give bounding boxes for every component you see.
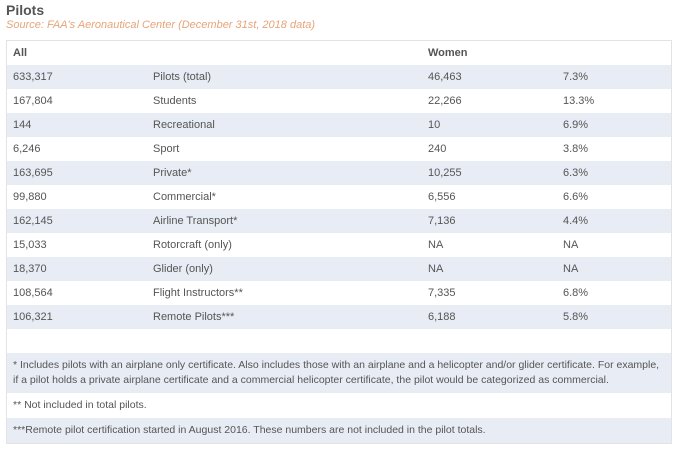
table-row: 106,321 Remote Pilots*** 6,188 5.8%: [6, 305, 672, 329]
category: Glider (only): [147, 257, 422, 281]
category: Remote Pilots***: [147, 305, 422, 329]
table-row: 99,880 Commercial* 6,556 6.6%: [7, 185, 672, 209]
table-row: 6,246 Sport 240 3.8%: [7, 137, 672, 161]
table-row: 18,370 Glider (only) NA NA: [6, 257, 672, 281]
category: Commercial*: [153, 191, 216, 203]
women-count: 6,188: [422, 305, 557, 329]
footnote-row: ** Not included in total pilots.: [7, 393, 672, 418]
category: Students: [153, 95, 197, 107]
footnote-row: * Includes pilots with an airplane only …: [6, 353, 672, 393]
all-count: 99,880: [13, 191, 47, 203]
header-percent: [557, 41, 672, 66]
header-row: All Women: [7, 41, 672, 66]
source-note: Source: FAA's Aeronautical Center (Decem…: [6, 19, 316, 31]
table-row: 108,564 Flight Instructors** 7,335 6.8%: [7, 281, 672, 305]
all-count: 15,033: [13, 239, 47, 251]
all-count: 162,145: [6, 209, 147, 233]
empty-cell: [7, 329, 672, 353]
category: Private*: [147, 161, 422, 185]
women-percent: 7.3%: [557, 65, 672, 89]
all-count: 6,246: [13, 143, 41, 155]
women-percent: 6.8%: [563, 287, 589, 299]
women-count: NA: [422, 257, 557, 281]
table-row: 162,145 Airline Transport* 7,136 4.4%: [6, 209, 672, 233]
footnote-row: ***Remote pilot certification started in…: [6, 418, 672, 444]
all-count: 18,370: [6, 257, 147, 281]
header-category: [147, 41, 422, 66]
women-percent: 3.8%: [563, 143, 589, 155]
women-count: 6,556: [428, 191, 456, 203]
women-percent: 6.6%: [563, 191, 589, 203]
all-count: 108,564: [13, 287, 53, 299]
women-count: 7,136: [422, 209, 557, 233]
spacer-row: [7, 329, 672, 353]
table-row: 163,695 Private* 10,255 6.3%: [6, 161, 672, 185]
all-count: 144: [6, 113, 147, 137]
all-count: 106,321: [6, 305, 147, 329]
women-percent: 4.4%: [557, 209, 672, 233]
table-row: 144 Recreational 10 6.9%: [6, 113, 672, 137]
table-row: 15,033 Rotorcraft (only) NA NA: [7, 233, 672, 257]
category: Pilots (total): [147, 65, 422, 89]
category: Rotorcraft (only): [153, 239, 232, 251]
footnote: ***Remote pilot certification started in…: [6, 418, 672, 444]
women-count: 10: [422, 113, 557, 137]
all-count: 167,804: [13, 95, 53, 107]
women-percent: NA: [563, 239, 579, 251]
category: Flight Instructors**: [153, 287, 243, 299]
women-percent: 6.9%: [557, 113, 672, 137]
women-count: 240: [428, 143, 447, 155]
women-percent: NA: [557, 257, 672, 281]
women-percent: 13.3%: [563, 95, 595, 107]
header-women: Women: [428, 47, 468, 59]
women-count: 7,335: [428, 287, 456, 299]
women-percent: 6.3%: [557, 161, 672, 185]
women-count: NA: [428, 239, 444, 251]
women-count: 46,463: [422, 65, 557, 89]
category: Recreational: [147, 113, 422, 137]
women-percent: 5.8%: [557, 305, 672, 329]
footnote: ** Not included in total pilots.: [13, 399, 147, 411]
category: Airline Transport*: [147, 209, 422, 233]
all-count: 163,695: [6, 161, 147, 185]
table-row: 633,317 Pilots (total) 46,463 7.3%: [6, 65, 672, 89]
page-title: Pilots: [6, 2, 45, 18]
header-all: All: [13, 47, 28, 59]
women-count: 22,266: [428, 95, 462, 107]
women-count: 10,255: [422, 161, 557, 185]
table-row: 167,804 Students 22,266 13.3%: [7, 89, 672, 113]
footnote: * Includes pilots with an airplane only …: [6, 353, 672, 393]
all-count: 633,317: [6, 65, 147, 89]
category: Sport: [153, 143, 180, 155]
pilots-table: All Women 633,317 Pilots (total) 46,463 7.3…: [6, 40, 672, 444]
